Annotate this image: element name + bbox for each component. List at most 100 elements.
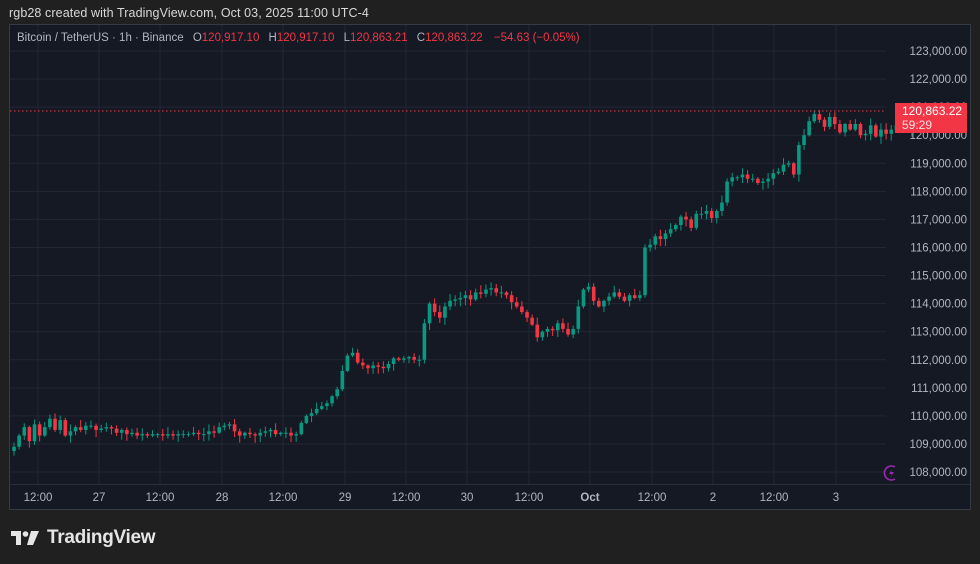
candle-body bbox=[314, 408, 319, 414]
candle-body bbox=[17, 435, 21, 447]
candle-body bbox=[550, 328, 555, 331]
candle-body bbox=[273, 429, 278, 435]
price-axis-label: 111,000.00 bbox=[911, 383, 967, 395]
time-axis-label: 2 bbox=[710, 492, 716, 504]
candle-body bbox=[212, 431, 216, 433]
candle-body bbox=[104, 427, 109, 429]
candle-body bbox=[155, 434, 160, 436]
candle-body bbox=[817, 114, 822, 120]
candle-body bbox=[176, 434, 180, 436]
candle-body bbox=[407, 356, 411, 359]
time-axis-label: 27 bbox=[93, 492, 106, 504]
price-axis-label: 110,000.00 bbox=[910, 411, 967, 423]
candle-body bbox=[504, 292, 509, 296]
price-axis-label: 109,000.00 bbox=[909, 439, 967, 451]
candle-body bbox=[217, 427, 221, 433]
price-axis-label: 118,000.00 bbox=[910, 186, 967, 198]
candlestick-chart[interactable]: 123,000.00122,000.00121,000.00120,000.00… bbox=[10, 25, 970, 509]
candle-body bbox=[12, 446, 16, 451]
time-axis-label: 28 bbox=[216, 492, 229, 504]
candle-body bbox=[525, 312, 529, 318]
candle-body bbox=[22, 427, 27, 436]
candle-body bbox=[771, 173, 776, 179]
price-axis-label: 113,000.00 bbox=[910, 327, 967, 339]
low-value: 120,863.21 bbox=[350, 32, 408, 44]
candle-body bbox=[78, 427, 83, 430]
candle-body bbox=[679, 216, 683, 226]
candle-body bbox=[535, 324, 540, 338]
last-price-value: 120,863.22 bbox=[902, 104, 963, 118]
candle-body bbox=[73, 427, 78, 432]
candle-body bbox=[786, 163, 791, 165]
time-axis-label: 12:00 bbox=[515, 492, 544, 504]
candle-body bbox=[402, 358, 406, 360]
candle-body bbox=[304, 415, 309, 423]
candle-body bbox=[135, 432, 139, 436]
price-axis-label: 115,000.00 bbox=[910, 271, 967, 283]
candle-body bbox=[396, 358, 401, 360]
candle-body bbox=[427, 303, 432, 324]
open-value: 120,917.10 bbox=[201, 32, 260, 44]
bar-countdown: 59:29 bbox=[902, 118, 933, 132]
candle-body bbox=[673, 225, 678, 230]
candle-body bbox=[284, 432, 288, 434]
candle-body bbox=[704, 210, 709, 214]
candle-body bbox=[232, 424, 237, 432]
price-axis-label: 112,000.00 bbox=[910, 355, 967, 367]
candle-body bbox=[561, 323, 565, 329]
candle-body bbox=[268, 429, 273, 432]
candle-body bbox=[391, 358, 396, 364]
candle-body bbox=[499, 292, 504, 294]
candle-body bbox=[622, 296, 627, 301]
candle-body bbox=[884, 129, 888, 134]
candle-body bbox=[186, 434, 191, 436]
time-axis-label: 29 bbox=[339, 492, 352, 504]
lightning-circle-icon[interactable] bbox=[883, 465, 896, 481]
candle-body bbox=[776, 171, 781, 174]
low-label: L bbox=[343, 32, 351, 44]
candle-body bbox=[868, 125, 873, 134]
candle-body bbox=[458, 298, 463, 300]
candle-body bbox=[437, 312, 442, 318]
candle-body bbox=[371, 365, 375, 369]
candle-body bbox=[797, 145, 801, 175]
candle-body bbox=[248, 432, 252, 435]
candle-body bbox=[761, 181, 765, 183]
candle-body bbox=[345, 355, 350, 371]
candle-body bbox=[509, 295, 514, 303]
candle-body bbox=[833, 116, 837, 124]
candle-body bbox=[125, 429, 129, 435]
candle-body bbox=[320, 406, 324, 409]
candle-body bbox=[489, 288, 493, 290]
last-price-tag: 120,863.22 59:29 bbox=[895, 103, 967, 133]
candle-body bbox=[720, 202, 724, 211]
candle-body bbox=[166, 434, 170, 436]
candle-body bbox=[740, 174, 745, 178]
candle-body bbox=[150, 434, 155, 436]
candle-body bbox=[330, 396, 334, 404]
time-axis-label: 12:00 bbox=[638, 492, 667, 504]
candle-body bbox=[130, 432, 134, 435]
candle-body bbox=[263, 431, 268, 433]
candle-body bbox=[63, 420, 68, 436]
candle-body bbox=[581, 289, 586, 307]
candle-body bbox=[160, 434, 165, 436]
candle-body bbox=[37, 424, 42, 436]
change-value: −54.63 (−0.05%) bbox=[493, 32, 580, 44]
candle-body bbox=[376, 365, 381, 367]
candle-body bbox=[89, 425, 93, 427]
candle-body bbox=[463, 295, 468, 299]
tradingview-logo-icon bbox=[11, 531, 39, 545]
chart-frame[interactable] bbox=[9, 24, 971, 510]
candle-body bbox=[520, 306, 524, 313]
candle-body bbox=[258, 432, 263, 436]
price-axis-label: 123,000.00 bbox=[909, 46, 967, 58]
candle-body bbox=[325, 403, 329, 407]
candle-body bbox=[730, 177, 734, 182]
candle-body bbox=[48, 418, 52, 428]
candle-body bbox=[597, 300, 601, 307]
price-axis-label: 120,000.00 bbox=[909, 130, 967, 142]
symbol-title[interactable]: Bitcoin / TetherUS · 1h · Binance bbox=[17, 32, 184, 44]
time-axis-label: 12:00 bbox=[269, 492, 298, 504]
candle-body bbox=[453, 299, 457, 301]
